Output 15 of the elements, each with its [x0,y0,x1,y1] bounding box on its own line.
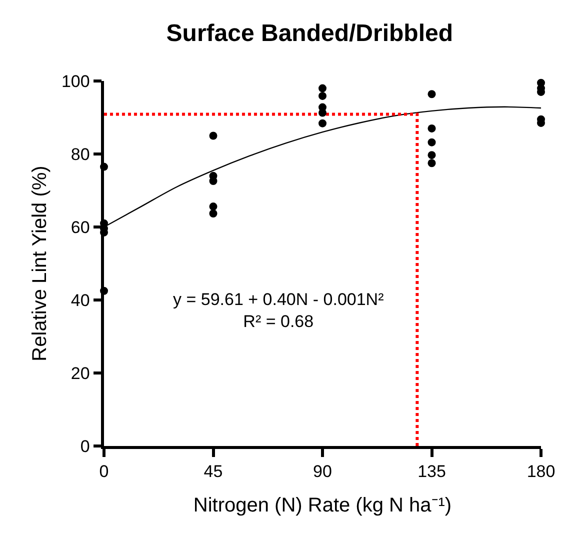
y-tick-label: 80 [70,144,90,164]
y-tick-label: 20 [70,364,90,383]
annotation: y = 59.61 + 0.40N - 0.001N² R² = 0.68 [173,290,384,332]
y-tick-label: 40 [70,290,90,310]
y-tick-label: 100 [61,72,90,91]
x-tick-label: 45 [204,462,223,482]
x-tick-label: 180 [526,462,556,482]
y-axis-title: Relative Lint Yield (%) [28,166,51,362]
x-tick-label: 0 [99,462,109,482]
x-tick-label: 135 [418,462,446,482]
x-tick-label: 90 [313,462,332,482]
x-axis-title: Nitrogen (N) Rate (kg N ha⁻¹) [193,494,452,517]
y-tick-label: 60 [70,218,90,237]
chart-title: Surface Banded/Dribbled [166,20,454,47]
y-tick-label: 0 [80,436,90,456]
